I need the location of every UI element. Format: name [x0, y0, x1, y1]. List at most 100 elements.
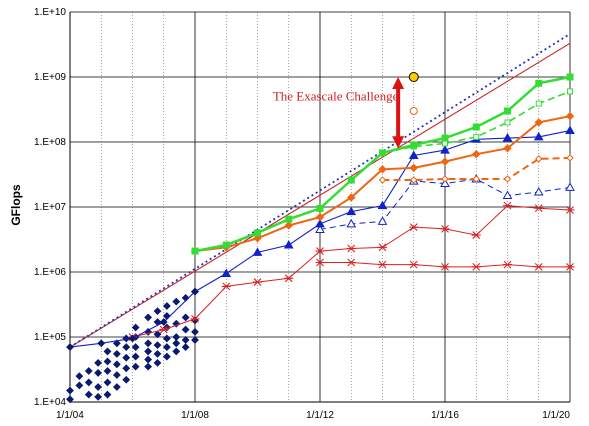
blue-solid-point: [128, 334, 137, 343]
red-lower-point: [440, 262, 450, 271]
red-upper-point: [565, 206, 575, 214]
blue-dashed-point: [533, 187, 544, 196]
red-lower-point: [315, 258, 325, 267]
scatter-point: [172, 339, 181, 348]
red-upper-point: [159, 325, 169, 334]
green-solid-point: [254, 229, 261, 237]
orange-dashed-point: [441, 175, 449, 183]
green-solid-point: [472, 123, 480, 131]
green-solid-point: [410, 141, 418, 149]
green-solid-point: [347, 176, 355, 184]
blue-solid-point: [97, 339, 106, 348]
scatter-point: [181, 336, 190, 344]
scatter-point: [103, 367, 112, 375]
scatter-point: [181, 325, 190, 334]
series: [66, 33, 575, 404]
x-tick-label: 1/1/08: [181, 410, 209, 421]
scatter-point: [112, 371, 121, 379]
red-upper-point: [190, 314, 200, 323]
scatter-point: [112, 349, 121, 358]
orange-solid-point: [440, 157, 450, 166]
scatter-point: [103, 378, 112, 387]
scatter-point: [144, 362, 153, 371]
challenge-arrow-head-down: [392, 136, 405, 149]
red-lower-point: [346, 258, 356, 267]
orange-open-point: [409, 106, 418, 115]
scatter-point: [75, 381, 84, 390]
scatter-point: [172, 333, 181, 341]
y-tick-label: 1.E+10: [34, 7, 66, 18]
axes: [69, 12, 570, 403]
red-upper-point: [253, 278, 262, 286]
red-lower-point: [503, 260, 512, 269]
orange-solid-point: [565, 111, 575, 121]
scatter-point: [103, 390, 112, 399]
scatter-point: [122, 334, 131, 343]
green-solid-point: [566, 73, 574, 81]
blue-dashed-point: [502, 190, 513, 200]
blue-solid-point: [191, 287, 199, 296]
blue-solid-point: [221, 268, 232, 277]
red-upper-point: [315, 247, 325, 255]
x-tick-label: 1/1/12: [306, 410, 334, 421]
scatter-point: [131, 343, 140, 351]
red-upper-point: [284, 274, 294, 283]
green-dashed-point: [504, 119, 511, 126]
scatter-point: [94, 383, 103, 391]
y-tick-label: 1.E+07: [34, 202, 66, 213]
orange-dashed-point: [566, 154, 574, 162]
red-lower-point: [534, 262, 544, 271]
scatter-point: [153, 349, 162, 358]
blue-solid-point: [346, 206, 357, 216]
orange-dashed-point: [472, 175, 480, 183]
blue-dashed-point: [346, 218, 357, 228]
scatter-point: [144, 339, 153, 348]
scatter-point: [162, 334, 171, 343]
blue-solid-point: [440, 145, 450, 154]
blue-dashed-point: [565, 182, 575, 191]
x-tick-label: 1/1/04: [56, 410, 84, 421]
red-upper-point: [378, 243, 387, 252]
y-tick-label: 1.E+04: [34, 397, 66, 408]
scatter-point: [162, 343, 171, 351]
orange-dashed-point: [535, 155, 543, 163]
scatter-point: [122, 353, 131, 362]
green-dashed-point: [567, 88, 573, 95]
scatter-point: [153, 330, 162, 339]
scatter-point: [84, 378, 93, 387]
x-tick-label: 1/1/20: [542, 410, 570, 421]
scatter-point: [103, 347, 112, 356]
red-lower-point: [409, 260, 419, 269]
annotations: [392, 72, 419, 149]
red-upper-point: [440, 225, 450, 233]
red-lower-point: [565, 262, 575, 271]
scatter-point: [66, 386, 74, 395]
scatter-point: [162, 352, 171, 361]
red-lower-point: [471, 262, 481, 271]
scatter-point: [75, 372, 84, 381]
orange-solid-point: [315, 212, 325, 222]
scatter-point: [94, 369, 103, 377]
green-dashed-point: [442, 140, 448, 147]
orange-dashed-point: [378, 176, 387, 184]
scatter-point: [84, 390, 93, 399]
blue-solid-point: [283, 240, 294, 249]
blue-solid-point: [408, 150, 419, 159]
blue-solid-point: [565, 125, 575, 135]
scatter-point: [162, 323, 171, 332]
scatter-point: [112, 339, 121, 348]
red-upper-point: [471, 231, 481, 239]
scatter-point: [94, 392, 103, 401]
exascale-target-point: [408, 72, 419, 82]
green-dashed-point: [473, 133, 480, 140]
scatter-point: [181, 313, 190, 322]
orange-solid-point: [409, 163, 418, 173]
green-solid-point: [379, 149, 386, 157]
orange-solid-point: [503, 144, 512, 153]
blue-solid-point: [533, 131, 544, 141]
blue-solid-point: [502, 133, 513, 142]
scatter-point: [172, 347, 181, 356]
scatter-point: [191, 327, 199, 336]
scatter-point: [181, 343, 190, 351]
